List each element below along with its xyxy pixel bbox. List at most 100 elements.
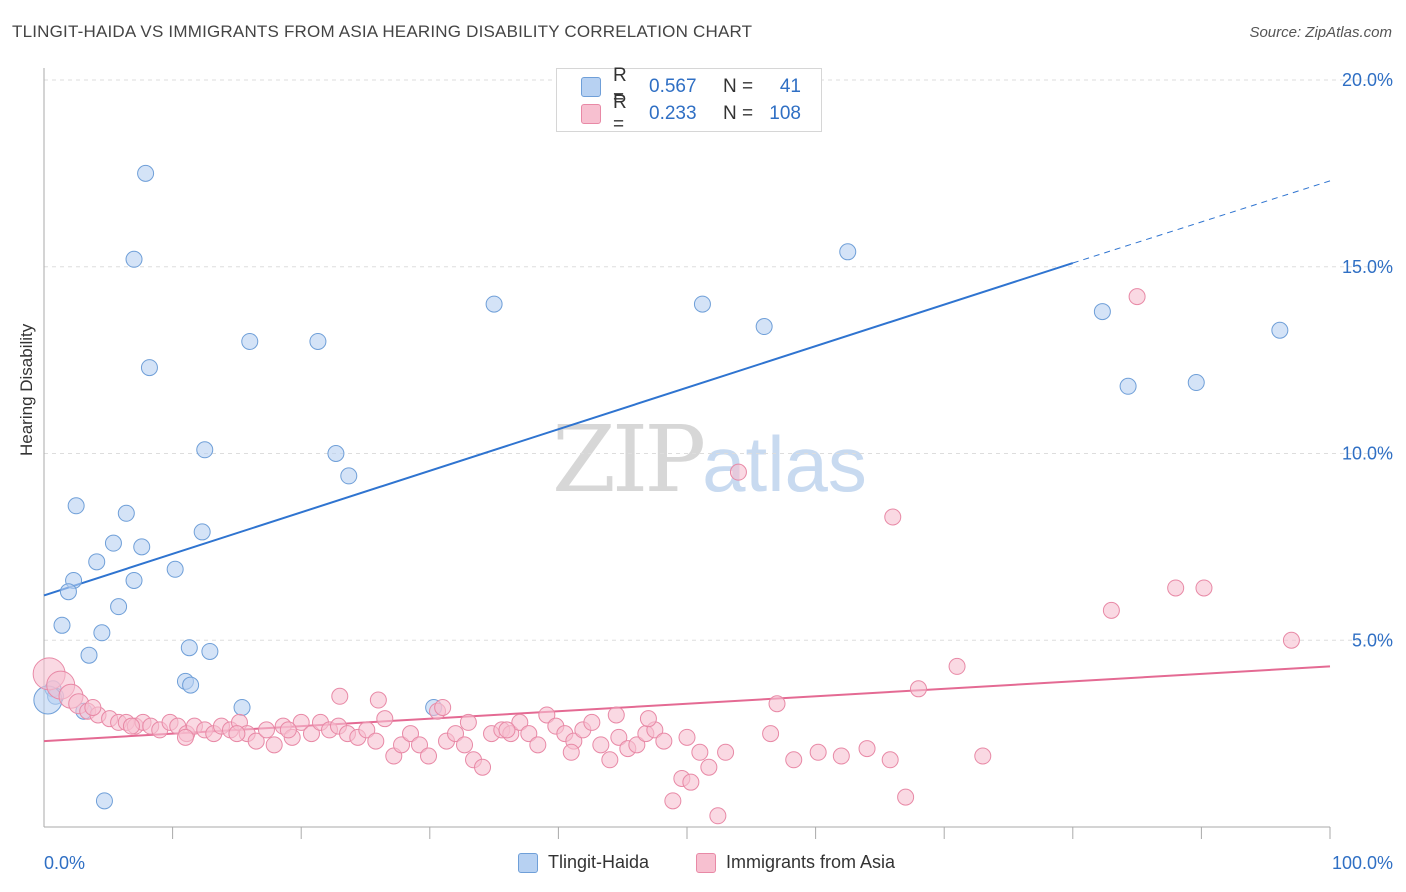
tlingit-point <box>327 445 345 462</box>
immigrant-point <box>393 736 411 754</box>
immigrant-point <box>762 725 780 743</box>
immigrant-point <box>592 736 610 754</box>
immigrant-point <box>538 706 556 724</box>
tlingit-point <box>309 332 327 350</box>
legend-item-immigrants-asia[interactable]: Immigrants from Asia <box>696 852 895 873</box>
immigrant-point <box>434 698 452 716</box>
immigrant-point <box>331 687 349 705</box>
immigrant-point <box>607 706 625 724</box>
tlingit-point <box>755 318 773 336</box>
immigrant-point <box>228 725 246 743</box>
immigrant-point <box>717 743 735 761</box>
immigrant-point <box>664 792 682 810</box>
immigrant-point <box>897 788 915 806</box>
tlingit-point <box>485 295 503 313</box>
immigrant-point <box>709 807 727 825</box>
immigrant-point <box>511 713 529 731</box>
tlingit-point <box>88 553 106 571</box>
immigrant-point <box>1167 579 1185 597</box>
x-tick-label: 0.0% <box>44 853 85 873</box>
legend-label: Tlingit-Haida <box>548 852 650 872</box>
immigrant-point <box>832 747 850 765</box>
data-points <box>32 164 1300 825</box>
immigrant-point <box>498 721 516 739</box>
tlingit-point <box>53 616 71 634</box>
source-credit: Source: ZipAtlas.com <box>1249 24 1392 41</box>
y-tick-label: 20.0% <box>1342 70 1393 90</box>
legend-r-label: R = <box>613 65 627 108</box>
legend-n-label: N = <box>723 76 754 97</box>
tlingit-point <box>117 504 135 522</box>
immigrant-point <box>84 698 102 716</box>
immigrant-point <box>358 721 376 739</box>
immigrant-point <box>420 747 438 765</box>
legend-item-tlingit-haida[interactable]: Tlingit-Haida <box>518 852 649 873</box>
immigrant-point <box>367 732 385 750</box>
legend-swatch-blue <box>518 852 538 873</box>
tick-labels: 5.0% 10.0% 15.0% 20.0% 0.0% 100.0% <box>44 70 1393 873</box>
tlingit-trend-line <box>43 262 1074 597</box>
grid-lines <box>44 79 1394 641</box>
immigrant-point <box>456 736 474 754</box>
immigrant-point <box>729 463 747 481</box>
immigrant-point <box>529 736 547 754</box>
immigrant-point <box>655 732 673 750</box>
immigrant-point <box>447 725 465 743</box>
tlingit-point <box>201 642 219 660</box>
immigrant-point <box>402 725 420 743</box>
tlingit-point <box>241 332 259 350</box>
immigrant-point <box>884 508 902 526</box>
legend-n-value: 108 <box>769 103 801 124</box>
tlingit-point <box>95 792 113 810</box>
tlingit-point <box>839 243 857 261</box>
tlingit-point <box>1119 377 1137 395</box>
immigrant-point <box>302 725 320 743</box>
immigrant-point <box>700 758 718 776</box>
tlingit-point <box>340 467 358 485</box>
immigrant-point <box>639 710 657 728</box>
tlingit-point <box>125 571 143 589</box>
tlingit-point <box>693 295 711 313</box>
legend-swatch-blue <box>581 77 601 97</box>
tlingit-point <box>125 250 143 268</box>
tlingit-point <box>93 624 111 642</box>
immigrant-point <box>610 728 628 746</box>
immigrant-point <box>562 743 580 761</box>
tlingit-point <box>137 164 155 182</box>
tlingit-point <box>1093 303 1111 321</box>
trend-lines <box>43 180 1331 743</box>
immigrant-point <box>247 732 265 750</box>
y-tick-label: 10.0% <box>1342 444 1393 464</box>
immigrant-point <box>881 751 899 769</box>
immigrant-point <box>411 736 429 754</box>
tlingit-point <box>180 639 198 657</box>
immigrant-point <box>520 725 538 743</box>
immigrant-point <box>678 728 696 746</box>
legend-row-asia: R = 0.233 N = 108 <box>581 92 801 135</box>
legend-swatch-pink <box>581 104 601 124</box>
immigrant-point <box>909 680 927 698</box>
legend-swatch-pink <box>696 852 716 873</box>
immigrant-point <box>474 758 492 776</box>
immigrant-point <box>369 691 387 709</box>
immigrant-point <box>292 713 310 731</box>
immigrant-point <box>1102 601 1120 619</box>
immigrant-point <box>948 657 966 675</box>
x-tick-label: 100.0% <box>1332 853 1393 873</box>
legend-r-label: R = <box>613 92 627 135</box>
legend-label: Immigrants from Asia <box>726 852 896 872</box>
immigrant-point <box>785 751 803 769</box>
immigrant-point <box>279 721 297 739</box>
immigrant-point <box>176 728 194 746</box>
immigrant-point <box>257 721 275 739</box>
y-tick-label: 5.0% <box>1352 630 1393 650</box>
chart-title: TLINGIT-HAIDA VS IMMIGRANTS FROM ASIA HE… <box>12 22 753 41</box>
legend-r-value: 0.567 <box>649 76 697 97</box>
immigrant-point <box>691 743 709 761</box>
immigrant-point <box>122 717 140 735</box>
tlingit-point <box>1271 321 1289 339</box>
immigrant-point <box>1282 631 1300 649</box>
immigrant-point <box>809 743 827 761</box>
tlingit-point <box>67 497 85 515</box>
